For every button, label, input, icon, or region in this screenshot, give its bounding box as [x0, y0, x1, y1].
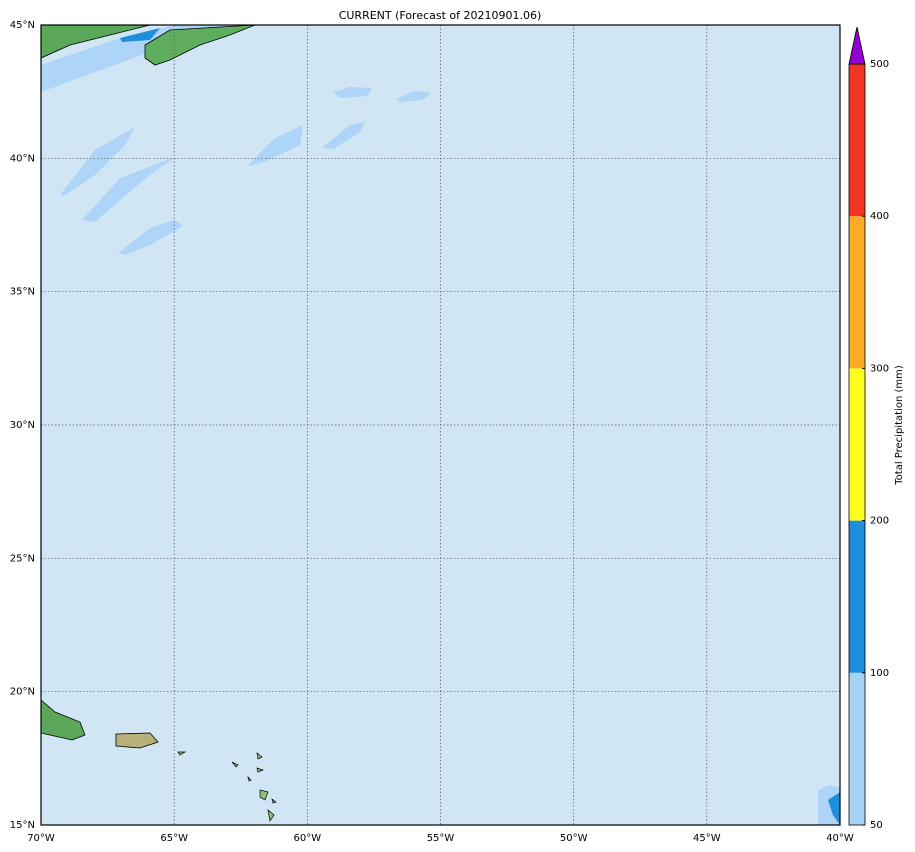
- x-tick-label: 50°W: [560, 833, 588, 844]
- colorbar: 50 100 200 300 400 500: [848, 26, 889, 831]
- colorbar-segment: [849, 368, 865, 521]
- y-tick-label: 30°N: [10, 420, 35, 431]
- y-tick-label: 15°N: [10, 820, 35, 831]
- land: [115, 732, 159, 749]
- chart-title: CURRENT (Forecast of 20210901.06): [339, 9, 542, 22]
- precip-area: [60, 127, 135, 195]
- precip-area: [118, 220, 183, 255]
- map-frame: [40, 24, 841, 826]
- colorbar-extend: [848, 26, 866, 65]
- land: [41, 699, 86, 741]
- precip-area: [828, 792, 840, 825]
- colorbar-tick-label: 300: [870, 363, 889, 374]
- colorbar-tick-label: 200: [870, 516, 889, 527]
- colorbar-tick-label: 100: [870, 668, 889, 679]
- colorbar-tick-label: 500: [870, 59, 889, 70]
- x-tick-label: 45°W: [693, 833, 721, 844]
- x-tick-label: 55°W: [427, 833, 455, 844]
- map-features: [41, 25, 840, 825]
- colorbar-tick-label: 400: [870, 211, 889, 222]
- y-tick-label: 35°N: [10, 287, 35, 298]
- land: [41, 25, 151, 59]
- island: [177, 751, 277, 822]
- y-tick-label: 45°N: [10, 20, 35, 31]
- colorbar-frame: [848, 63, 866, 826]
- y-tick-label: 40°N: [10, 153, 35, 164]
- precip-area: [247, 125, 303, 166]
- y-tick-label: 25°N: [10, 553, 35, 564]
- precip-area: [120, 28, 160, 42]
- colorbar-segment: [849, 216, 865, 369]
- colorbar-segment: [849, 672, 865, 825]
- colorbar-segment: [849, 520, 865, 673]
- precip-area: [333, 87, 372, 98]
- colorbar-tick-label: 50: [870, 820, 883, 831]
- precip-area: [322, 122, 365, 149]
- x-tick-label: 70°W: [27, 833, 55, 844]
- colorbar-segment: [849, 64, 865, 217]
- precip-area: [82, 157, 175, 222]
- x-tick-label: 65°W: [160, 833, 188, 844]
- x-tick-label: 60°W: [294, 833, 322, 844]
- x-tick-label: 40°W: [826, 833, 854, 844]
- precip-area: [396, 91, 432, 102]
- y-tick-label: 20°N: [10, 687, 35, 698]
- colorbar-label: Total Precipitation (mm): [894, 365, 905, 486]
- land: [144, 25, 256, 66]
